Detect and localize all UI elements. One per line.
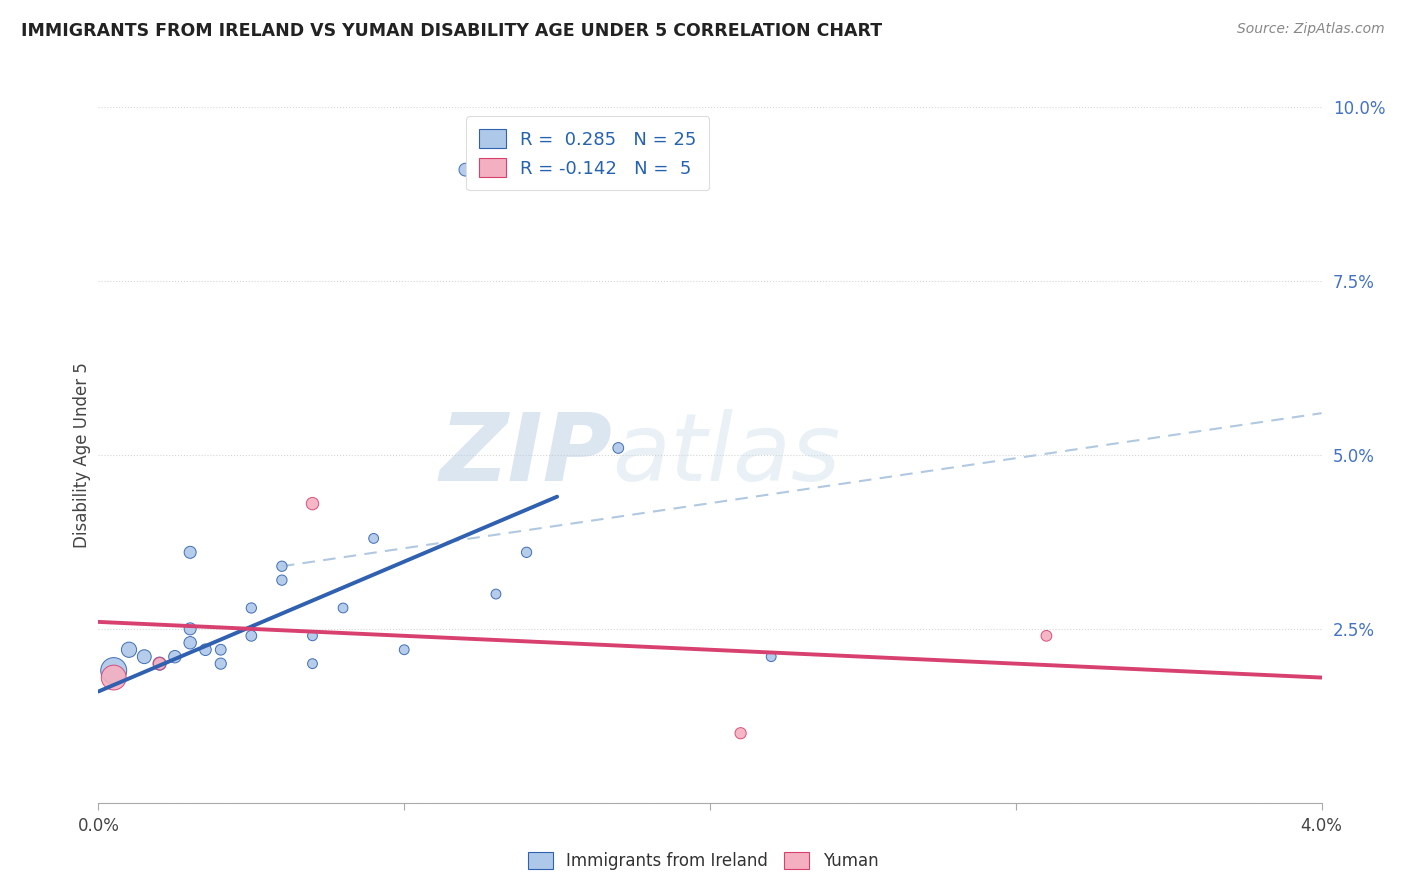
Point xyxy=(301,629,323,643)
Point xyxy=(332,601,354,615)
Point xyxy=(240,629,263,643)
Text: IMMIGRANTS FROM IRELAND VS YUMAN DISABILITY AGE UNDER 5 CORRELATION CHART: IMMIGRANTS FROM IRELAND VS YUMAN DISABIL… xyxy=(21,22,882,40)
Point xyxy=(209,642,232,657)
Point xyxy=(516,545,538,559)
Point xyxy=(149,657,172,671)
Point xyxy=(485,587,508,601)
Point xyxy=(301,657,323,671)
Legend: R =  0.285   N = 25, R = -0.142   N =  5: R = 0.285 N = 25, R = -0.142 N = 5 xyxy=(467,116,709,190)
Point xyxy=(607,441,630,455)
Point xyxy=(149,657,172,671)
Point xyxy=(240,601,263,615)
Text: ZIP: ZIP xyxy=(439,409,612,501)
Point xyxy=(103,664,125,678)
Point xyxy=(1035,629,1057,643)
Point xyxy=(134,649,156,664)
Point xyxy=(759,649,782,664)
Text: atlas: atlas xyxy=(612,409,841,500)
Point xyxy=(103,671,125,685)
Point xyxy=(270,573,294,587)
Point xyxy=(270,559,294,574)
Y-axis label: Disability Age Under 5: Disability Age Under 5 xyxy=(73,362,91,548)
Legend: Immigrants from Ireland, Yuman: Immigrants from Ireland, Yuman xyxy=(520,845,886,877)
Text: Source: ZipAtlas.com: Source: ZipAtlas.com xyxy=(1237,22,1385,37)
Point xyxy=(301,497,323,511)
Point xyxy=(363,532,385,546)
Point xyxy=(179,622,201,636)
Point xyxy=(163,649,186,664)
Point xyxy=(194,642,217,657)
Point xyxy=(209,657,232,671)
Point xyxy=(118,642,141,657)
Point xyxy=(392,642,416,657)
Point xyxy=(730,726,752,740)
Point xyxy=(454,162,477,177)
Point xyxy=(179,636,201,650)
Point xyxy=(179,545,201,559)
